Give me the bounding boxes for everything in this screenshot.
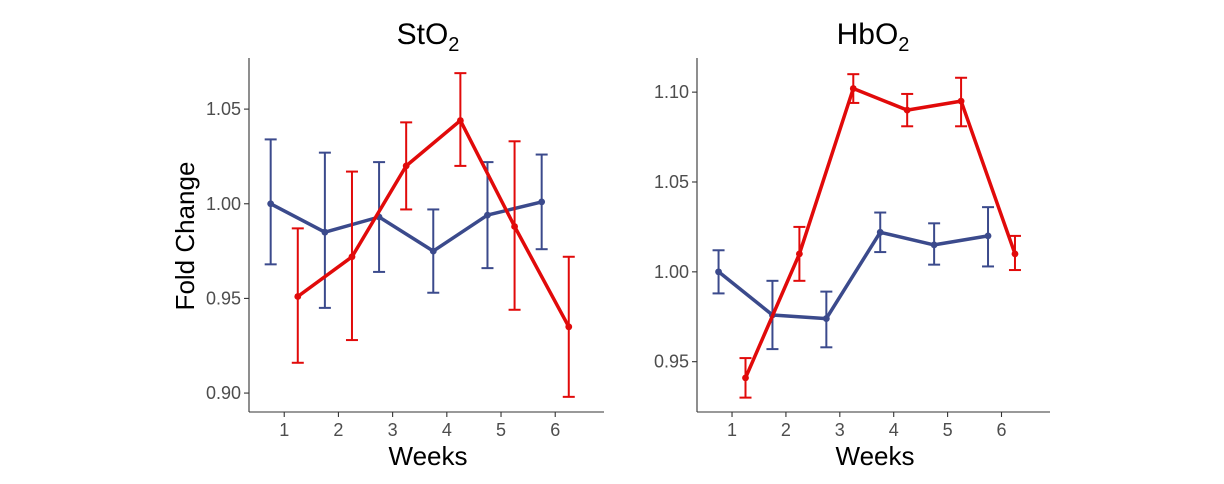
data-point-blue (876, 228, 884, 236)
y-tick-label: 1.10 (654, 82, 689, 102)
y-tick-label: 1.00 (206, 194, 241, 214)
chart-title-main: HbO (837, 18, 899, 51)
data-point-red (348, 253, 356, 261)
x-tick-label: 5 (496, 420, 506, 440)
data-point-blue (321, 228, 329, 236)
y-tick-label: 1.05 (206, 99, 241, 119)
data-point-red (565, 323, 573, 331)
chart-title: StO2 (397, 18, 460, 56)
y-tick-label: 1.05 (654, 172, 689, 192)
x-tick-label: 5 (943, 420, 953, 440)
data-point-blue (538, 198, 546, 206)
x-tick-label: 2 (781, 420, 791, 440)
x-tick-label: 3 (388, 420, 398, 440)
data-point-red (1011, 250, 1019, 258)
series-blue (264, 138, 548, 309)
series-line-blue (717, 230, 989, 321)
data-point-red (795, 250, 803, 258)
chart-title-subscript: 2 (448, 34, 459, 56)
series-red (739, 73, 1021, 399)
data-point-red (849, 85, 857, 92)
data-point-red (957, 97, 965, 105)
chart-panel-hbo2: HbO2 Weeks 0.951.001.051.101 2 3 4 5 6 (654, 18, 1050, 471)
y-tick-label: 0.95 (654, 352, 689, 372)
series-blue (712, 206, 995, 351)
data-point-red (903, 106, 911, 114)
data-point-blue (715, 268, 722, 276)
series-red (291, 72, 575, 398)
data-point-blue (822, 315, 830, 322)
x-tick-label: 4 (889, 420, 899, 440)
y-tick-label: 1.00 (654, 262, 689, 282)
x-tick-label: 2 (333, 420, 343, 440)
y-axis-title: Fold Change (170, 162, 200, 311)
data-point-red (456, 117, 464, 124)
data-point-red (294, 293, 302, 300)
chart-title-subscript: 2 (898, 34, 909, 56)
data-point-blue (984, 232, 992, 240)
chart-panel-sto2: StO2 Fold Change Weeks 0.900.951.001.051… (170, 18, 604, 471)
data-point-blue (429, 247, 437, 255)
y-tick-label: 0.95 (206, 288, 241, 308)
data-point-blue (267, 200, 275, 208)
x-tick-label: 4 (442, 420, 452, 440)
series-line-red (296, 118, 571, 328)
data-point-blue (484, 211, 491, 219)
data-point-red (742, 374, 749, 382)
data-point-red (402, 162, 410, 170)
x-axis-title: Weeks (389, 441, 468, 471)
x-tick-label: 6 (550, 420, 560, 440)
x-axis-title: Weeks (836, 441, 915, 471)
chart-title-main: StO (397, 18, 449, 51)
x-tick-label: 1 (279, 420, 289, 440)
x-tick-label: 3 (835, 420, 845, 440)
x-tick-label: 1 (727, 420, 737, 440)
data-point-blue (930, 241, 938, 249)
x-tick-label: 6 (996, 420, 1006, 440)
data-point-red (511, 223, 518, 230)
series-line-red (743, 86, 1017, 379)
y-tick-label: 0.90 (206, 383, 241, 403)
plot-area-hbo2: 0.95 1.00 1.05 1.10 1 2 3 4 5 6 (654, 58, 1050, 440)
plot-area-sto2: 0.90 0.95 1.00 1.05 1 2 3 4 5 6 (206, 58, 604, 440)
chart-title: HbO2 (837, 18, 910, 56)
series-line-blue (269, 200, 543, 253)
